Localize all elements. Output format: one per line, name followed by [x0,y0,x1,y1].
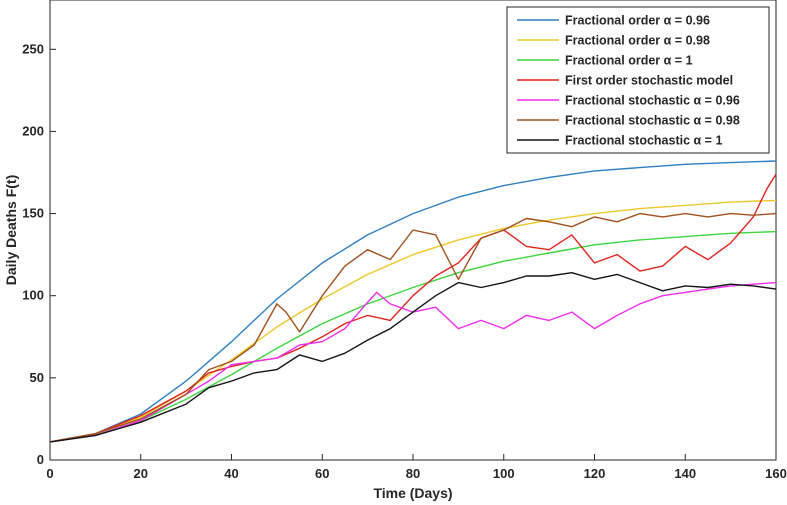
x-tick-label: 40 [224,466,238,481]
y-tick-label: 200 [22,123,44,138]
legend-label: Fractional stochastic α = 0.96 [565,94,740,108]
series-line-1 [49,160,777,443]
y-tick-label: 100 [22,288,44,303]
x-tick-label: 100 [493,466,515,481]
legend-label: Fractional stochastic α = 0.98 [565,114,740,128]
series-line-6 [49,212,777,443]
x-tick-label: 20 [134,466,148,481]
series-line-7 [49,272,777,443]
y-tick-label: 150 [22,206,44,221]
legend-label: First order stochastic model [565,74,733,88]
legend-label: Fractional order α = 0.96 [565,14,710,28]
legend-label: Fractional stochastic α = 1 [565,134,722,148]
x-tick-label: 60 [315,466,329,481]
y-tick-label: 50 [30,370,44,385]
x-tick-label: 0 [46,466,53,481]
series-line-3 [49,230,777,443]
series-line-4 [49,173,777,443]
x-tick-label: 160 [765,466,787,481]
x-tick-label: 140 [674,466,696,481]
x-axis-title: Time (Days) [373,485,452,501]
series-layer [49,160,777,443]
y-axis: 0 50 100 150 200 250 [22,41,56,467]
x-tick-label: 120 [584,466,606,481]
y-axis-title: Daily Deaths F(t) [3,175,19,285]
legend-label: Fractional order α = 1 [565,54,693,68]
legend: Fractional order α = 0.96 Fractional orde… [506,6,770,154]
y-tick-label: 0 [37,452,44,467]
legend-label: Fractional order α = 0.98 [565,34,710,48]
y-tick-label: 250 [22,41,44,56]
series-line-5 [49,281,777,443]
x-axis: 0 20 40 60 80 100 120 140 160 [46,454,787,481]
x-tick-label: 80 [406,466,420,481]
